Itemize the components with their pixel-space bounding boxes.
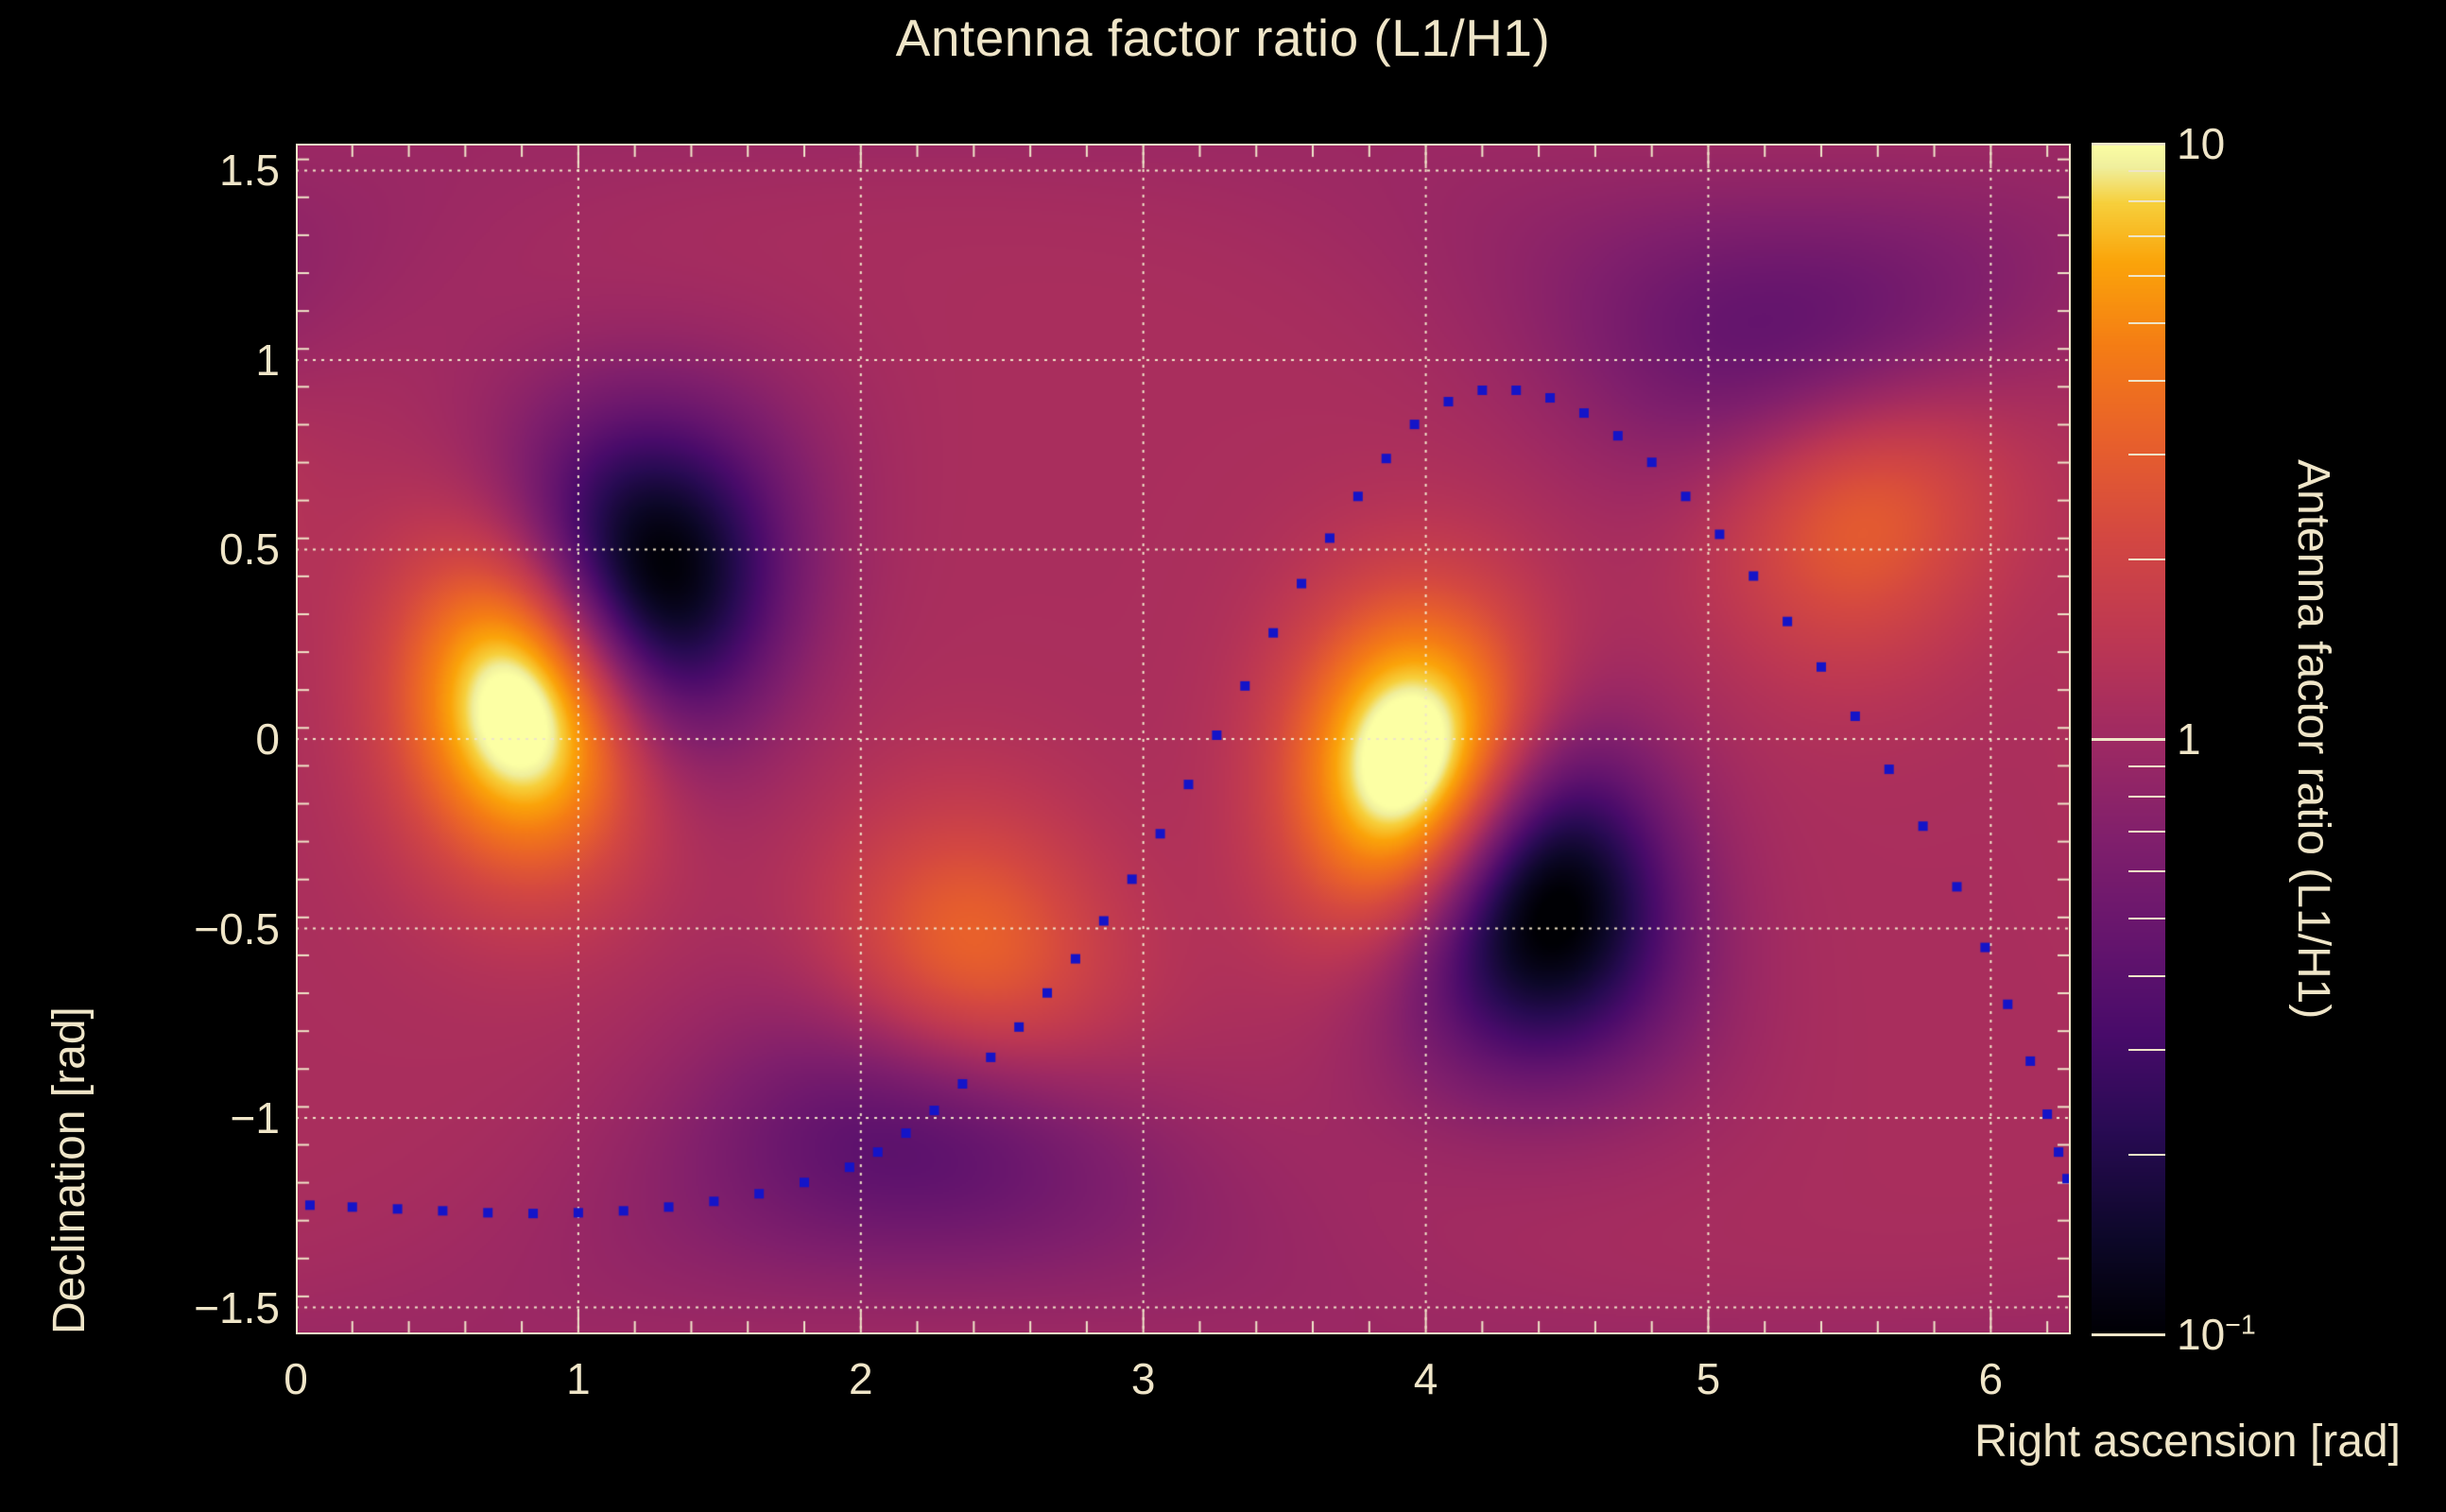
- galactic-plane-overlay: [296, 144, 2071, 1334]
- colorbar-major-tick: [2092, 143, 2165, 146]
- y-tick-label: −1: [230, 1093, 280, 1143]
- x-tick-label: 1: [566, 1354, 591, 1403]
- x-axis-title: Right ascension [rad]: [1974, 1417, 2401, 1467]
- colorbar-minor-tick: [2128, 796, 2165, 799]
- colorbar-minor-tick: [2128, 454, 2165, 456]
- colorbar-minor-tick: [2128, 321, 2165, 324]
- colorbar-minor-tick: [2128, 274, 2165, 277]
- heatmap-plot-area[interactable]: [296, 144, 2071, 1334]
- x-tick-label: 0: [284, 1354, 308, 1403]
- colorbar-minor-tick: [2128, 1049, 2165, 1052]
- colorbar-label-base: 10: [2177, 1310, 2226, 1359]
- x-tick-label: 2: [848, 1354, 873, 1403]
- colorbar-minor-tick: [2128, 974, 2165, 977]
- y-tick-label: 1.5: [219, 146, 280, 196]
- colorbar-minor-tick: [2128, 200, 2165, 203]
- colorbar-title: Antenna factor ratio (L1/H1): [2288, 458, 2338, 1020]
- colorbar-major-tick: [2092, 1333, 2165, 1336]
- colorbar-minor-tick: [2128, 379, 2165, 382]
- colorbar-minor-tick: [2128, 917, 2165, 919]
- y-tick-label: −1.5: [194, 1282, 280, 1332]
- colorbar-tick-label: 10−1: [2177, 1309, 2256, 1360]
- x-tick-label: 4: [1413, 1354, 1438, 1403]
- colorbar-minor-tick: [2128, 558, 2165, 561]
- y-tick-label: 0.5: [219, 524, 280, 575]
- x-tick-label: 5: [1696, 1354, 1721, 1403]
- colorbar-major-tick: [2092, 738, 2165, 741]
- colorbar-minor-tick: [2128, 169, 2165, 172]
- colorbar-tick-label: 1: [2177, 714, 2201, 764]
- colorbar-minor-tick: [2128, 830, 2165, 833]
- colorbar-minor-tick: [2128, 869, 2165, 872]
- colorbar-label-exponent: −1: [2225, 1310, 2256, 1341]
- colorbar-minor-tick: [2128, 234, 2165, 237]
- y-tick-label: 0: [255, 714, 280, 764]
- x-tick-label: 3: [1130, 1354, 1156, 1403]
- y-tick-label: −0.5: [194, 903, 280, 954]
- y-axis-title-text: Declination [rad]: [44, 1006, 95, 1334]
- y-tick-label: 1: [255, 335, 280, 385]
- colorbar-minor-tick: [2128, 765, 2165, 767]
- y-axis-title: Declination [rad]: [43, 144, 95, 1334]
- x-tick-label: 6: [1978, 1354, 2004, 1403]
- colorbar-minor-tick: [2128, 1154, 2165, 1157]
- page-title: Antenna factor ratio (L1/H1): [895, 9, 1551, 67]
- colorbar-tick-label: 10: [2177, 119, 2226, 168]
